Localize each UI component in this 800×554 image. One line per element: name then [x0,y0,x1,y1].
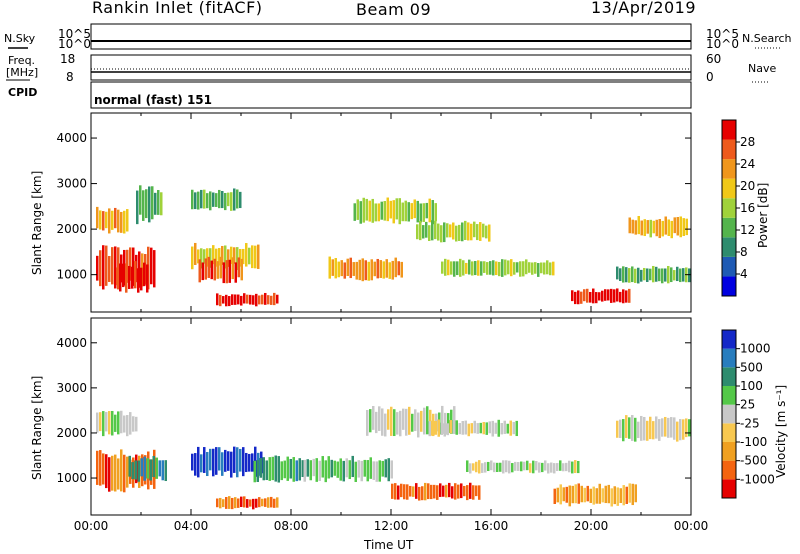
power-colorbar-swatch [722,178,736,199]
power-colorbar-swatch [722,159,736,179]
velocity-colorbar-label: -25 [740,416,760,430]
region-velocity-2 [128,455,167,482]
xtick-label: 20:00 [574,519,609,533]
velocity-colorbar-swatch [722,442,736,461]
power-colorbar-swatch [722,120,736,140]
region-power-3 [136,185,163,225]
power-colorbar-swatch [722,198,736,218]
velocity-colorbar-label: -500 [740,454,767,468]
region-power-5 [198,256,243,284]
cpid-frame [90,81,692,109]
power-colorbar-swatch [722,217,736,238]
nsearch-ytick-bottom: 10^0 [706,37,739,51]
velocity-ytick-label: 4000 [56,336,87,350]
region-power-10 [416,220,491,243]
nsearch-ytick-top: 10^5 [706,27,739,41]
velocity-ytick-label: 1000 [56,471,87,485]
region-power-4 [191,242,260,271]
xtick-label: 00:00 [674,519,709,533]
region-power-8 [328,256,403,282]
freq-label: Freq. [8,54,36,67]
xtick-label: 04:00 [174,519,209,533]
region-velocity-9 [466,460,580,474]
cpid-mode: normal (fast) 151 [94,93,212,107]
velocity-colorbar-swatch [722,330,736,349]
velocity-colorbar-label: 500 [740,360,763,374]
power-colorbar-swatch [722,237,736,257]
velocity-colorbar-swatch [722,460,736,480]
power-ytick-label: 3000 [56,177,87,191]
region-power-0 [96,206,129,234]
velocity-colorbar-frame [721,329,737,499]
velocity-ytick-label: 2000 [56,426,87,440]
velocity-colorbar-label: 25 [740,398,755,412]
xtick-label: 12:00 [374,519,409,533]
nsky-ytick-top: 10^5 [58,27,91,41]
xtick-label: 08:00 [274,519,309,533]
freq-unit-label: [MHz] [6,66,39,79]
velocity-colorbar-label: -100 [740,435,767,449]
date-label: 13/Apr/2019 [591,0,697,17]
region-velocity-3 [191,446,263,478]
velocity-ytick-label: 3000 [56,381,87,395]
velocity-colorbar-swatch [722,423,736,442]
velocity-colorbar-swatch [722,386,736,405]
velocity-colorbar-swatch [722,367,736,386]
beam-label: Beam 09 [356,0,432,19]
power-colorbar-label: 24 [740,157,755,171]
nsky-ytick-bottom: 10^0 [58,37,91,51]
site-title: Rankin Inlet (fitACF) [92,0,263,17]
power-colorbar-label: 20 [740,179,755,193]
nsky-label: N.Sky [4,32,36,45]
power-colorbar-label: 12 [740,223,755,237]
region-velocity-0 [96,410,138,437]
power-colorbar-swatch [722,256,736,277]
velocity-colorbar-swatch [722,479,736,498]
velocity-colorbar-label: 1000 [740,342,771,356]
region-power-13 [628,215,688,239]
power-colorbar-label: 28 [740,135,755,149]
power-colorbar-label: 4 [740,267,748,281]
velocity-colorbar-label: -1000 [740,472,775,486]
region-power-11 [441,258,555,277]
region-power-14 [616,265,691,284]
power-colorbar-swatch [722,276,736,296]
freq-ytick-top: 18 [60,52,76,66]
freq-ytick-bottom: 8 [66,70,74,84]
region-power-12 [571,288,631,305]
time-xlabel: Time UT [364,538,414,552]
region-velocity-5 [303,455,393,483]
nsearch-label: N.Search [742,32,792,45]
freq-frame [90,54,692,81]
velocity-colorbar-swatch [722,404,736,424]
power-colorbar-label: 8 [740,245,748,259]
region-velocity-7 [428,419,518,437]
nsky-frame [90,23,692,50]
region-power-7 [216,292,279,307]
region-velocity-4 [253,455,304,483]
xtick-label: 16:00 [474,519,509,533]
nave-ytick-bottom: 0 [706,70,714,84]
xtick-label: 00:00 [74,519,109,533]
power-ytick-label: 4000 [56,131,87,145]
nave-label: Nave [748,62,777,75]
region-velocity-12 [216,496,279,510]
power-ytick-label: 2000 [56,222,87,236]
region-velocity-11 [616,415,691,442]
region-power-6 [191,188,242,211]
velocity-colorbar-swatch [722,348,736,368]
region-velocity-10 [553,483,637,507]
region-power-9 [353,197,437,225]
power-colorbar-swatch [722,139,736,160]
velocity-colorbar-label: 100 [740,379,763,393]
nave-ytick-top: 60 [706,52,722,66]
cpid-label: CPID [8,86,38,99]
power-colorbar-label: 16 [740,201,755,215]
power-ytick-label: 1000 [56,268,87,282]
region-velocity-8 [391,482,481,501]
region-power-2 [116,261,149,293]
